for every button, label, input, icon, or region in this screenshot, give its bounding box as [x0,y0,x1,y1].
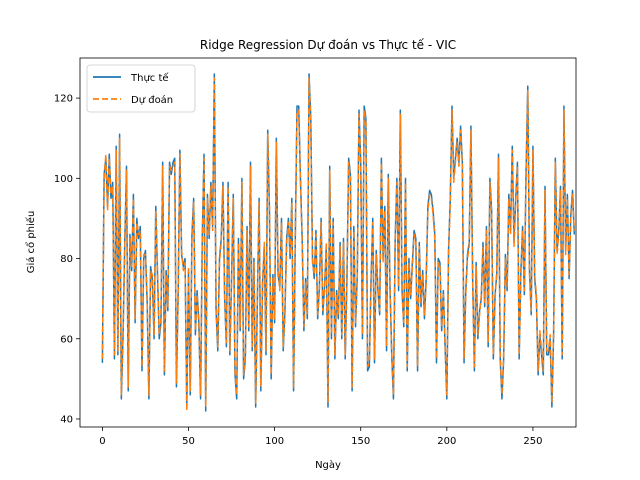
x-tick-label: 50 [182,436,195,447]
y-tick-label: 40 [60,414,73,425]
x-tick-label: 150 [351,436,370,447]
y-tick-label: 100 [54,174,73,185]
legend-label-actual: Thực tế [130,72,169,84]
chart-title: Ridge Regression Dự đoán vs Thực tế - VI… [200,38,456,52]
legend-label-predicted: Dự đoán [131,94,173,106]
x-tick-label: 200 [437,436,456,447]
series-layer [101,73,576,412]
legend: Thực tế Dự đoán [86,64,196,113]
y-axis: 40 60 80 100 120 [54,94,80,425]
y-tick-label: 60 [60,334,73,345]
y-axis-label: Giá cổ phiếu [24,211,37,274]
y-tick-label: 120 [54,94,73,105]
x-axis-label: Ngày [315,459,341,471]
plot-area-frame [79,57,577,428]
series-line-predicted [101,77,576,412]
x-tick-label: 100 [265,436,284,447]
x-tick-label: 250 [523,436,542,447]
y-tick-label: 80 [60,254,73,265]
x-tick-label: 0 [99,436,105,447]
x-axis: 0 50 100 150 200 250 [99,427,542,447]
